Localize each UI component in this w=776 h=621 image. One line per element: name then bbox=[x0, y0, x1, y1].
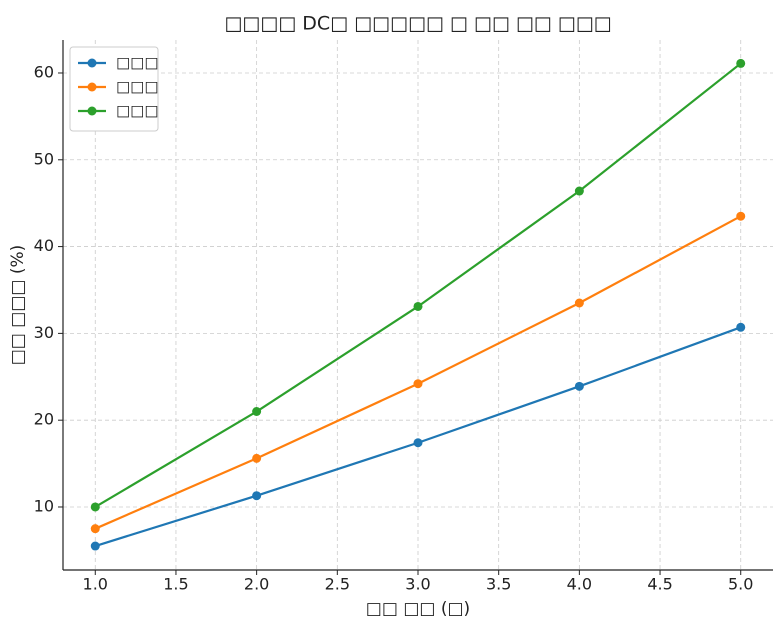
x-tick-label: 1.0 bbox=[83, 575, 108, 594]
y-tick-label: 50 bbox=[34, 149, 54, 168]
data-point bbox=[574, 381, 584, 391]
chart-title: □□□□ DC□ □□□□□ □ □□ □□ □□□ bbox=[224, 13, 611, 35]
data-point bbox=[90, 541, 100, 551]
x-axis-label: □□ □□ (□) bbox=[366, 599, 470, 619]
x-tick-label: 4.5 bbox=[647, 575, 672, 594]
y-tick-label: 10 bbox=[34, 496, 54, 515]
x-tick-label: 1.5 bbox=[163, 575, 188, 594]
legend-marker bbox=[87, 82, 97, 92]
y-tick-label: 20 bbox=[34, 410, 54, 429]
legend-label: □□□ bbox=[116, 78, 159, 96]
data-point bbox=[413, 301, 423, 311]
y-tick-label: 30 bbox=[34, 323, 54, 342]
x-tick-label: 3.5 bbox=[486, 575, 511, 594]
data-point bbox=[413, 438, 423, 448]
y-axis-label: □□ □□□ (%) bbox=[8, 245, 28, 366]
data-point bbox=[252, 453, 262, 463]
data-point bbox=[736, 211, 746, 221]
x-tick-label: 2.0 bbox=[244, 575, 269, 594]
data-point bbox=[736, 58, 746, 68]
y-tick-label: 60 bbox=[34, 62, 54, 81]
legend-label: □□□ bbox=[116, 54, 159, 72]
legend-label: □□□ bbox=[116, 102, 159, 120]
x-tick-label: 4.0 bbox=[567, 575, 592, 594]
data-point bbox=[90, 502, 100, 512]
data-point bbox=[252, 407, 262, 417]
data-point bbox=[736, 322, 746, 332]
data-point bbox=[413, 379, 423, 389]
legend: □□□ □□□ □□□ bbox=[69, 46, 159, 132]
legend-marker bbox=[87, 106, 97, 116]
x-tick-label: 5.0 bbox=[728, 575, 753, 594]
series-line bbox=[94, 326, 742, 548]
data-point bbox=[90, 524, 100, 534]
data-point bbox=[574, 298, 584, 308]
y-tick-label: 40 bbox=[34, 236, 54, 255]
legend-marker bbox=[87, 58, 97, 68]
data-point bbox=[252, 491, 262, 501]
data-point bbox=[574, 186, 584, 196]
x-tick-label: 2.5 bbox=[325, 575, 350, 594]
x-tick-label: 3.0 bbox=[405, 575, 430, 594]
